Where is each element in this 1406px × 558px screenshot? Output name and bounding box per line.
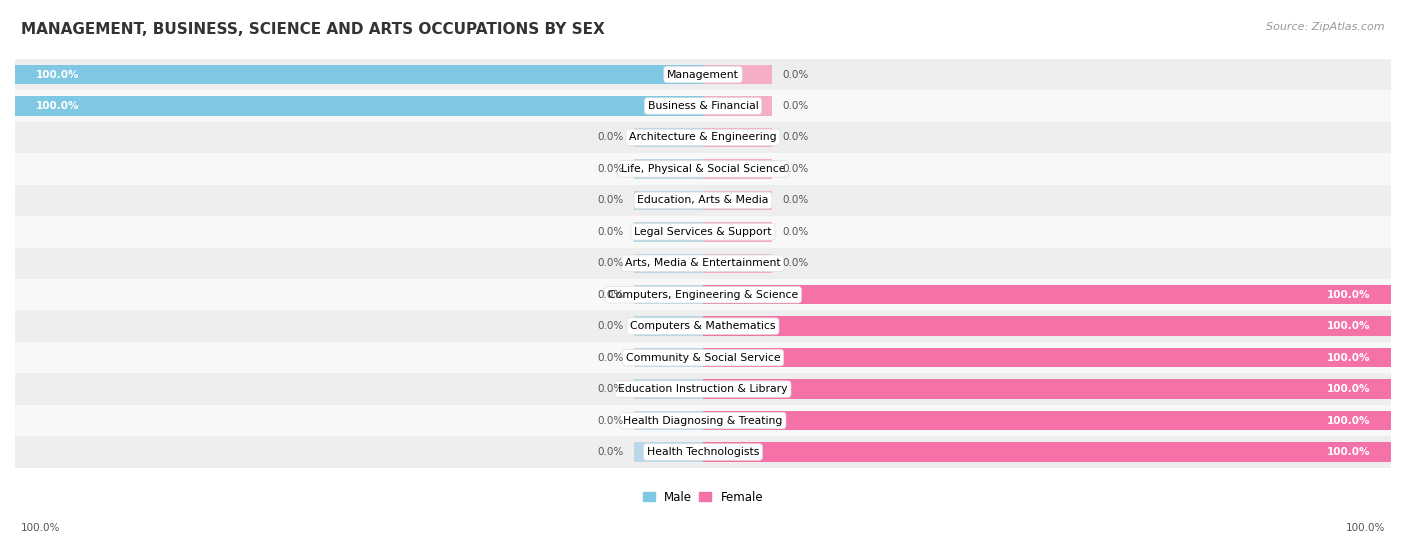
Text: 0.0%: 0.0% — [598, 447, 623, 457]
Bar — [634, 379, 703, 399]
Bar — [15, 373, 1391, 405]
Bar — [15, 96, 703, 116]
Text: 0.0%: 0.0% — [783, 101, 808, 111]
Bar — [703, 128, 772, 147]
Bar — [703, 65, 772, 84]
Bar — [15, 90, 1391, 122]
Bar — [15, 185, 1391, 216]
Text: 0.0%: 0.0% — [598, 321, 623, 331]
Bar — [703, 191, 772, 210]
Bar — [15, 248, 1391, 279]
Bar — [15, 436, 1391, 468]
Bar — [703, 348, 1391, 367]
Bar — [634, 159, 703, 179]
Text: Education, Arts & Media: Education, Arts & Media — [637, 195, 769, 205]
Bar — [634, 191, 703, 210]
Text: 100.0%: 100.0% — [1327, 353, 1371, 363]
Bar — [703, 411, 1391, 430]
Text: Source: ZipAtlas.com: Source: ZipAtlas.com — [1267, 22, 1385, 32]
Text: 0.0%: 0.0% — [783, 164, 808, 174]
Bar — [634, 253, 703, 273]
Bar — [634, 442, 703, 462]
Bar — [703, 222, 772, 242]
Bar — [15, 65, 703, 84]
Text: 0.0%: 0.0% — [783, 195, 808, 205]
Text: Community & Social Service: Community & Social Service — [626, 353, 780, 363]
Bar — [634, 348, 703, 367]
Bar — [703, 96, 772, 116]
Text: 100.0%: 100.0% — [1327, 384, 1371, 394]
Text: 100.0%: 100.0% — [1327, 321, 1371, 331]
Text: MANAGEMENT, BUSINESS, SCIENCE AND ARTS OCCUPATIONS BY SEX: MANAGEMENT, BUSINESS, SCIENCE AND ARTS O… — [21, 22, 605, 37]
Bar — [703, 159, 772, 179]
Text: Education Instruction & Library: Education Instruction & Library — [619, 384, 787, 394]
Text: 0.0%: 0.0% — [598, 195, 623, 205]
Text: 0.0%: 0.0% — [783, 132, 808, 142]
Text: 100.0%: 100.0% — [1327, 290, 1371, 300]
Bar — [15, 216, 1391, 248]
Bar — [15, 153, 1391, 185]
Bar — [15, 279, 1391, 310]
Text: 100.0%: 100.0% — [1346, 523, 1385, 533]
Bar — [703, 253, 772, 273]
Text: 0.0%: 0.0% — [783, 70, 808, 79]
Bar — [15, 310, 1391, 342]
Text: Legal Services & Support: Legal Services & Support — [634, 227, 772, 237]
Bar — [15, 122, 1391, 153]
Text: 0.0%: 0.0% — [598, 132, 623, 142]
Text: 100.0%: 100.0% — [35, 101, 79, 111]
Text: Computers, Engineering & Science: Computers, Engineering & Science — [607, 290, 799, 300]
Text: 0.0%: 0.0% — [598, 384, 623, 394]
Text: 0.0%: 0.0% — [598, 227, 623, 237]
Bar — [15, 405, 1391, 436]
Bar — [634, 285, 703, 305]
Bar — [634, 222, 703, 242]
Text: Architecture & Engineering: Architecture & Engineering — [630, 132, 776, 142]
Bar — [634, 411, 703, 430]
Bar — [703, 285, 1391, 305]
Text: Health Diagnosing & Treating: Health Diagnosing & Treating — [623, 416, 783, 426]
Text: 0.0%: 0.0% — [598, 290, 623, 300]
Text: 0.0%: 0.0% — [783, 227, 808, 237]
Text: 100.0%: 100.0% — [1327, 447, 1371, 457]
Bar — [634, 316, 703, 336]
Text: 0.0%: 0.0% — [598, 416, 623, 426]
Text: 0.0%: 0.0% — [783, 258, 808, 268]
Text: Computers & Mathematics: Computers & Mathematics — [630, 321, 776, 331]
Text: Arts, Media & Entertainment: Arts, Media & Entertainment — [626, 258, 780, 268]
Bar — [634, 128, 703, 147]
Bar — [703, 379, 1391, 399]
Text: Business & Financial: Business & Financial — [648, 101, 758, 111]
Legend: Male, Female: Male, Female — [638, 486, 768, 508]
Bar — [703, 316, 1391, 336]
Text: 0.0%: 0.0% — [598, 164, 623, 174]
Text: 0.0%: 0.0% — [598, 353, 623, 363]
Text: 100.0%: 100.0% — [1327, 416, 1371, 426]
Text: Life, Physical & Social Science: Life, Physical & Social Science — [621, 164, 785, 174]
Text: 100.0%: 100.0% — [21, 523, 60, 533]
Text: 0.0%: 0.0% — [598, 258, 623, 268]
Text: Health Technologists: Health Technologists — [647, 447, 759, 457]
Text: Management: Management — [666, 70, 740, 79]
Bar — [15, 342, 1391, 373]
Bar — [15, 59, 1391, 90]
Text: 100.0%: 100.0% — [35, 70, 79, 79]
Bar — [703, 442, 1391, 462]
